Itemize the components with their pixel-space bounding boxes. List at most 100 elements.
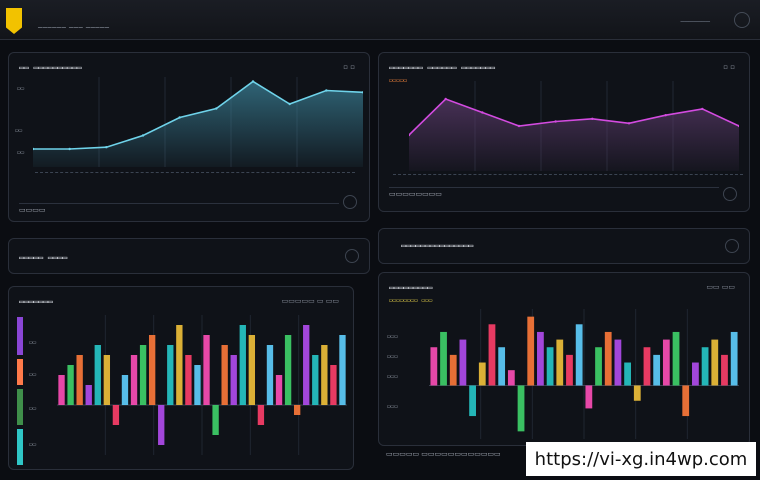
bar xyxy=(507,370,515,386)
panel-title: ▭▭ ▭▭▭▭▭▭▭▭▭▭ xyxy=(19,63,82,72)
bar xyxy=(575,324,583,386)
bar xyxy=(595,347,602,386)
panel-strip-left: ▭▭▭▭▭ ▭▭▭▭ xyxy=(8,238,370,274)
bar xyxy=(614,339,622,386)
bar xyxy=(330,365,337,405)
bar xyxy=(430,347,438,386)
bar xyxy=(459,339,467,386)
bar xyxy=(284,335,292,405)
bar xyxy=(672,331,680,386)
bar xyxy=(312,355,319,405)
y-tick-label: ▭▭ xyxy=(15,127,23,134)
y-tick-label: ▭▭ xyxy=(29,441,37,448)
data-point xyxy=(409,133,411,137)
shield-badge-icon[interactable] xyxy=(6,8,22,34)
toggle-icon[interactable] xyxy=(345,249,359,263)
bar xyxy=(203,335,210,405)
bar xyxy=(566,354,573,386)
y-tick-label: ▭▭ xyxy=(29,371,37,378)
bar xyxy=(643,347,651,386)
data-point xyxy=(444,97,447,101)
panel-title: ▭▭▭▭▭▭▭ ▭▭▭▭▭▭ ▭▭▭▭▭▭▭ xyxy=(389,63,495,72)
bar xyxy=(721,354,728,386)
data-point xyxy=(664,114,667,117)
bar xyxy=(633,385,641,401)
expand-icon[interactable] xyxy=(723,187,737,201)
y-tick-label: ▭▭ xyxy=(17,85,25,92)
panel-title: ▭▭▭▭▭▭▭▭▭▭▭▭▭▭▭ xyxy=(401,241,474,250)
data-point xyxy=(68,147,71,151)
bar xyxy=(604,331,612,386)
bar-chart-1 xyxy=(57,315,347,455)
data-point xyxy=(361,91,363,94)
data-point xyxy=(737,124,739,128)
circle-menu-icon[interactable] xyxy=(734,12,750,28)
panel-bar-chart-left: ▭▭▭▭▭▭▭ ▭▭▭▭▭ ▭ ▭▭ ▭▭ ▭▭ ▭▭ ▭▭ xyxy=(8,286,354,470)
bar xyxy=(103,355,111,405)
panel-subtitle: ▭▭▭▭▭▭▭▭ ▭▭▭ xyxy=(389,297,433,304)
y-tick-label: ▭▭▭ xyxy=(387,373,398,380)
panel-strip-right: ▭▭▭▭▭▭▭▭▭▭▭▭▭▭▭ xyxy=(378,228,750,264)
panel-title: ▭▭▭▭▭▭▭ xyxy=(19,297,53,306)
watermark: https://vi-xg.in4wp.com xyxy=(526,442,756,476)
bar xyxy=(498,347,506,386)
bar xyxy=(449,354,457,386)
bar xyxy=(130,355,138,405)
panel-area-chart-left: ▭▭ ▭▭▭▭▭▭▭▭▭▭ ▫ ▫ ▭▭ ▭▭ ▭▭ ▭▭▭▭ xyxy=(8,52,370,222)
bar xyxy=(546,347,554,386)
bar xyxy=(469,385,476,417)
bar xyxy=(121,375,129,405)
bar xyxy=(85,385,92,405)
data-point xyxy=(288,102,291,106)
series-line xyxy=(33,80,363,150)
bar xyxy=(321,345,328,405)
bar xyxy=(624,362,631,386)
data-point xyxy=(517,124,521,128)
bar xyxy=(221,345,228,405)
data-point xyxy=(178,116,181,119)
top-bar: ────── ─── ───── ─────── xyxy=(0,0,760,40)
legend-swatch-green xyxy=(17,389,23,425)
header-status: ─────── xyxy=(680,18,710,26)
area-fill xyxy=(33,81,363,167)
data-point xyxy=(591,117,594,120)
bar-chart-2 xyxy=(429,309,739,439)
refresh-icon[interactable] xyxy=(343,195,357,209)
toggle-icon[interactable] xyxy=(725,239,739,253)
legend-swatch-purple xyxy=(17,317,23,355)
x-tick-strip xyxy=(393,171,743,175)
panel-subtitle: ▭▭▭▭▭ xyxy=(389,77,408,84)
bar xyxy=(662,339,670,386)
data-point xyxy=(627,122,631,125)
bar xyxy=(701,347,709,386)
panel-area-chart-right: ▭▭▭▭▭▭▭ ▭▭▭▭▭▭ ▭▭▭▭▭▭▭ ▭▭▭▭▭ ▫ ▫ ▭▭▭▭▭▭▭… xyxy=(378,52,750,212)
bar xyxy=(440,331,447,386)
panel-controls[interactable]: ▭▭▭▭▭ ▭ ▭▭ xyxy=(281,297,339,305)
bar xyxy=(730,331,738,386)
y-tick-label: ▭▭▭ xyxy=(387,333,398,340)
bar xyxy=(339,335,346,405)
data-point xyxy=(215,107,218,110)
x-tick-strip xyxy=(35,169,355,173)
bar xyxy=(692,362,699,386)
panel-title: ▭▭▭▭▭ ▭▭▭▭ xyxy=(19,253,68,262)
panel-controls[interactable]: ▭▭ ▭▭ xyxy=(706,283,735,291)
y-tick-label: ▭▭ xyxy=(17,149,25,156)
bar xyxy=(148,335,156,405)
y-tick-label: ▭▭▭ xyxy=(387,403,398,410)
y-tick-label: ▭▭ xyxy=(29,339,37,346)
bar xyxy=(67,365,74,405)
data-point xyxy=(251,80,255,83)
y-tick-label: ▭▭ xyxy=(29,405,37,412)
panel-footer: ▭▭▭▭▭▭▭▭ xyxy=(389,187,719,201)
panel-controls[interactable]: ▫ ▫ xyxy=(343,63,355,71)
data-point xyxy=(33,147,35,151)
legend-swatch-cyan xyxy=(17,429,23,465)
legend-swatch-orange xyxy=(17,359,23,385)
bar xyxy=(266,345,274,405)
bar xyxy=(112,405,120,425)
data-point xyxy=(481,111,484,114)
panel-controls[interactable]: ▫ ▫ xyxy=(723,63,735,71)
bar xyxy=(185,355,192,405)
y-tick-label: ▭▭▭ xyxy=(387,353,398,360)
